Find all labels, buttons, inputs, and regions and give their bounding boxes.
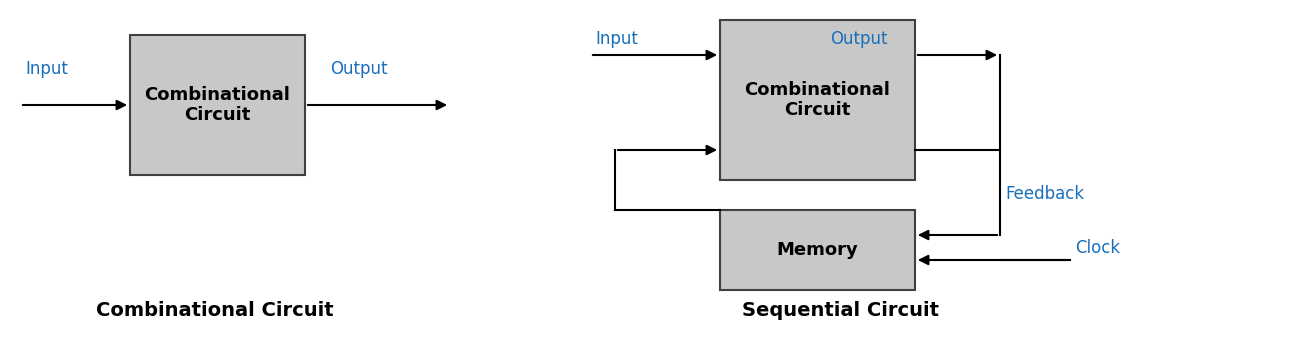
Bar xyxy=(130,35,306,175)
Text: Combinational
Circuit: Combinational Circuit xyxy=(745,81,891,119)
Text: Input: Input xyxy=(25,60,67,78)
Text: Clock: Clock xyxy=(1075,239,1120,257)
Bar xyxy=(720,210,916,290)
Text: Feedback: Feedback xyxy=(1005,185,1084,203)
Text: Output: Output xyxy=(830,30,887,48)
Text: Memory: Memory xyxy=(777,241,859,259)
Text: Output: Output xyxy=(330,60,387,78)
Bar xyxy=(720,20,916,180)
Text: Combinational Circuit: Combinational Circuit xyxy=(96,301,334,319)
Text: Sequential Circuit: Sequential Circuit xyxy=(742,301,939,319)
Text: Input: Input xyxy=(594,30,638,48)
Text: Combinational
Circuit: Combinational Circuit xyxy=(145,86,290,124)
